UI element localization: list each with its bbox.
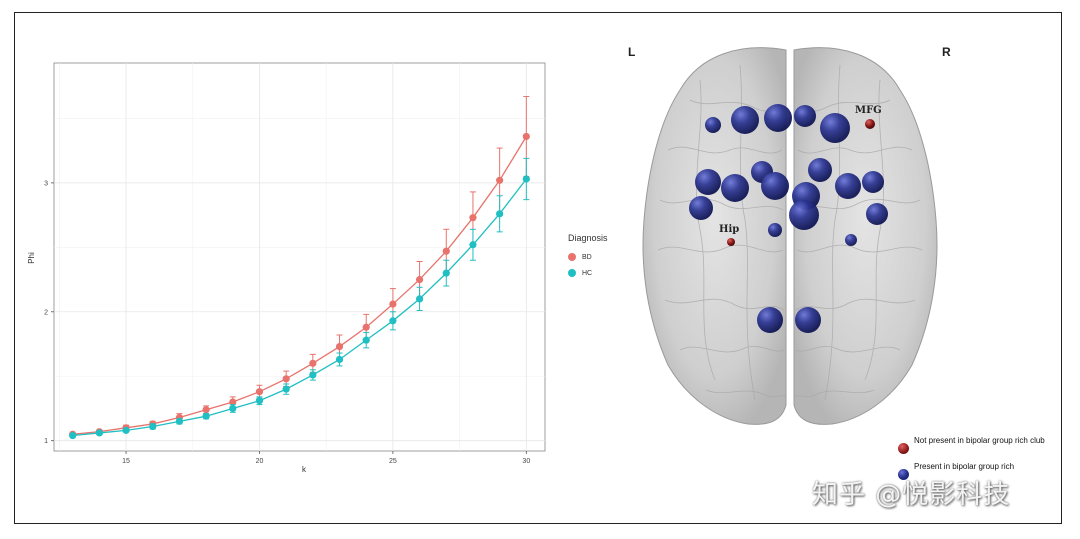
right-label: R <box>942 45 951 59</box>
data-point <box>362 323 370 331</box>
series-line <box>72 178 527 437</box>
data-point <box>255 397 264 405</box>
data-point <box>415 275 424 284</box>
legend-item-hc: HC <box>568 265 608 281</box>
red-node-mfg <box>865 119 875 129</box>
legend-label-bd: BD <box>582 253 592 261</box>
mfg-label: MFG <box>855 105 882 116</box>
legend-title: Diagnosis <box>568 233 608 243</box>
blue-node <box>695 169 721 195</box>
chart-legend: Diagnosis BD HC <box>568 233 608 281</box>
data-point <box>522 175 530 183</box>
red-node-hip <box>727 238 735 246</box>
data-point <box>335 342 344 351</box>
data-point <box>255 388 264 396</box>
hip-label: Hip <box>719 224 739 235</box>
data-point <box>442 247 450 255</box>
data-point <box>389 317 397 325</box>
blue-node <box>795 307 821 333</box>
y-tick-label: 2 <box>44 309 48 316</box>
x-axis-label: k <box>302 465 307 474</box>
brain-legend: Not present in bipolar group rich club P… <box>898 436 1054 488</box>
blue-node <box>731 106 759 134</box>
legend-swatch-hc <box>568 269 576 277</box>
data-point <box>95 429 103 437</box>
axis-ticks: 15 20 25 30 1 2 3 <box>44 180 530 465</box>
brain-legend-red: Not present in bipolar group rich club <box>898 436 1054 454</box>
blue-node <box>845 234 857 246</box>
blue-node <box>820 113 850 143</box>
watermark: 知乎 @悦影科技 <box>812 480 1011 510</box>
brain-legend-red-text: Not present in bipolar group rich club <box>914 436 1045 445</box>
data-point <box>522 132 530 141</box>
blue-node <box>866 203 888 225</box>
left-label: L <box>628 45 635 59</box>
blue-node <box>705 117 721 133</box>
blue-node <box>768 223 782 237</box>
y-tick-label: 1 <box>44 438 48 445</box>
blue-node <box>721 174 749 202</box>
legend-swatch-bd <box>568 253 576 261</box>
data-point <box>469 214 477 222</box>
data-point <box>229 398 237 406</box>
legend-label-hc: HC <box>582 269 593 277</box>
blue-node <box>794 105 816 127</box>
data-point <box>469 241 477 249</box>
data-point <box>122 426 130 434</box>
data-point <box>175 417 184 425</box>
rich-club-nodes <box>689 104 888 333</box>
data-point <box>362 336 370 344</box>
data-point <box>282 385 290 393</box>
x-tick-label: 25 <box>389 458 397 465</box>
data-point <box>202 406 210 414</box>
blue-node <box>764 104 792 132</box>
data-point <box>442 269 450 277</box>
line-chart: 15 20 25 30 1 2 3 k Phi <box>27 62 546 474</box>
data-point <box>496 210 504 218</box>
blue-node <box>835 173 861 199</box>
y-tick-label: 3 <box>44 180 48 187</box>
red-node-swatch <box>898 443 909 454</box>
legend-item-bd: BD <box>568 249 608 265</box>
data-point <box>229 404 237 413</box>
data-point <box>496 176 504 184</box>
blue-node <box>761 172 789 200</box>
data-point <box>282 375 290 383</box>
series-line <box>72 136 527 435</box>
blue-node <box>757 307 783 333</box>
brain-legend-blue: Present in bipolar group rich <box>898 462 1054 480</box>
data-point <box>202 412 210 420</box>
blue-node <box>862 171 884 193</box>
blue-node <box>689 196 713 220</box>
data-point <box>149 422 157 431</box>
data-point <box>309 371 317 379</box>
x-tick-label: 20 <box>256 458 264 465</box>
brain-legend-blue-text: Present in bipolar group rich <box>914 462 1015 471</box>
series-layer <box>69 96 530 440</box>
data-point <box>309 359 317 367</box>
blue-node <box>789 200 819 230</box>
plot-area <box>53 62 546 452</box>
x-tick-label: 30 <box>522 458 530 465</box>
blue-node <box>808 158 832 182</box>
y-axis-label: Phi <box>27 252 36 264</box>
blue-node-swatch <box>898 469 909 480</box>
data-point <box>335 355 344 364</box>
x-tick-label: 15 <box>122 458 130 465</box>
left-hemisphere <box>642 47 787 425</box>
series-hc <box>69 157 530 440</box>
data-point <box>415 295 424 303</box>
data-point <box>69 431 77 440</box>
brain-illustration: L R MFG Hip <box>628 45 951 425</box>
data-point <box>389 300 397 308</box>
